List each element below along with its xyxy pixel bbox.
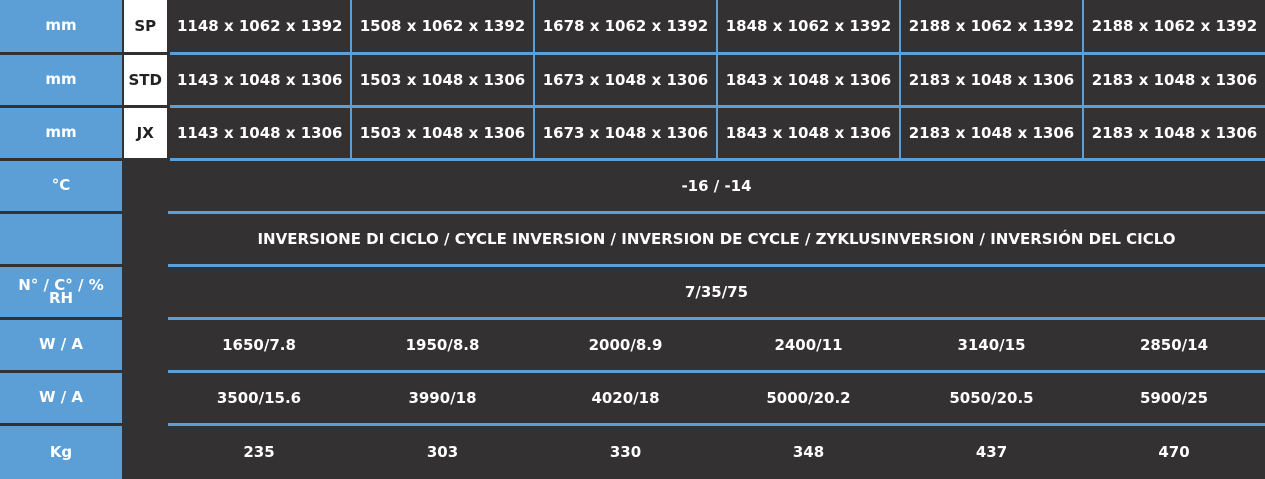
table-cell: 2183 x 1048 x 1306 [900,106,1084,161]
variant-label: SP [123,0,170,55]
table-cell: 4020/18 [534,371,718,426]
table-cell: 470 [1083,424,1265,479]
unit-label: W / A [0,318,124,373]
unit-label: mm [0,0,124,55]
row-power-2: W / A 3500/15.6 3990/18 4020/18 5000/20.… [0,371,1265,426]
table-cell: 1950/8.8 [351,318,535,373]
row-dimensions-std: mm STD 1143 x 1048 x 1306 1503 x 1048 x … [0,53,1265,108]
row-power-1: W / A 1650/7.8 1950/8.8 2000/8.9 2400/11… [0,318,1265,373]
spanning-value: -16 / -14 [168,159,1265,214]
table-cell: 330 [534,424,718,479]
row-weight: Kg 235 303 330 348 437 470 [0,424,1265,479]
table-cell: 1508 x 1062 x 1392 [351,0,535,55]
table-cell: 437 [900,424,1084,479]
variant-spacer [123,212,168,265]
table-cell: 348 [717,424,901,479]
table-cell: 2183 x 1048 x 1306 [900,53,1084,108]
table-cell: 2188 x 1062 x 1392 [1083,0,1265,55]
variant-spacer [123,159,168,212]
spanning-value: INVERSIONE DI CICLO / CYCLE INVERSION / … [168,212,1265,267]
table-cell: 5900/25 [1083,371,1265,426]
table-cell: 1143 x 1048 x 1306 [168,106,352,161]
unit-label: W / A [0,371,124,426]
table-cell: 2183 x 1048 x 1306 [1083,53,1265,108]
table-cell: 5000/20.2 [717,371,901,426]
variant-spacer [123,371,168,424]
table-cell: 1503 x 1048 x 1306 [351,106,535,161]
table-cell: 1848 x 1062 x 1392 [717,0,901,55]
table-cell: 5050/20.5 [900,371,1084,426]
row-temperature: °C -16 / -14 [0,159,1265,214]
table-cell: 2188 x 1062 x 1392 [900,0,1084,55]
table-cell: 1148 x 1062 x 1392 [168,0,352,55]
variant-label: STD [123,53,170,108]
table-cell: 235 [168,424,352,479]
table-cell: 1673 x 1048 x 1306 [534,106,718,161]
table-cell: 3990/18 [351,371,535,426]
table-cell: 303 [351,424,535,479]
table-cell: 1673 x 1048 x 1306 [534,53,718,108]
table-cell: 1678 x 1062 x 1392 [534,0,718,55]
table-cell: 2000/8.9 [534,318,718,373]
row-dimensions-jx: mm JX 1143 x 1048 x 1306 1503 x 1048 x 1… [0,106,1265,161]
variant-label: JX [123,106,170,161]
row-cycle-inversion: INVERSIONE DI CICLO / CYCLE INVERSION / … [0,212,1265,267]
table-cell: 1843 x 1048 x 1306 [717,106,901,161]
unit-label: mm [0,106,124,161]
table-cell: 2183 x 1048 x 1306 [1083,106,1265,161]
unit-label: mm [0,53,124,108]
spanning-value: 7/35/75 [168,265,1265,320]
table-cell: 3140/15 [900,318,1084,373]
table-cell: 1503 x 1048 x 1306 [351,53,535,108]
unit-label-line1: N° / C° / % [18,275,104,294]
unit-label-line2: RH [48,288,74,307]
unit-label: N° / C° / % RH [0,265,124,320]
row-climate-class: N° / C° / % RH 7/35/75 [0,265,1265,320]
table-cell: 1843 x 1048 x 1306 [717,53,901,108]
row-dimensions-sp: mm SP 1148 x 1062 x 1392 1508 x 1062 x 1… [0,0,1265,55]
variant-spacer [123,424,168,479]
unit-label [0,212,124,267]
variant-spacer [123,318,168,371]
table-cell: 2400/11 [717,318,901,373]
table-cell: 1143 x 1048 x 1306 [168,53,352,108]
table-cell: 2850/14 [1083,318,1265,373]
unit-label: °C [0,159,124,214]
variant-spacer [123,265,168,318]
unit-label: Kg [0,424,124,479]
table-cell: 1650/7.8 [168,318,352,373]
table-cell: 3500/15.6 [168,371,352,426]
